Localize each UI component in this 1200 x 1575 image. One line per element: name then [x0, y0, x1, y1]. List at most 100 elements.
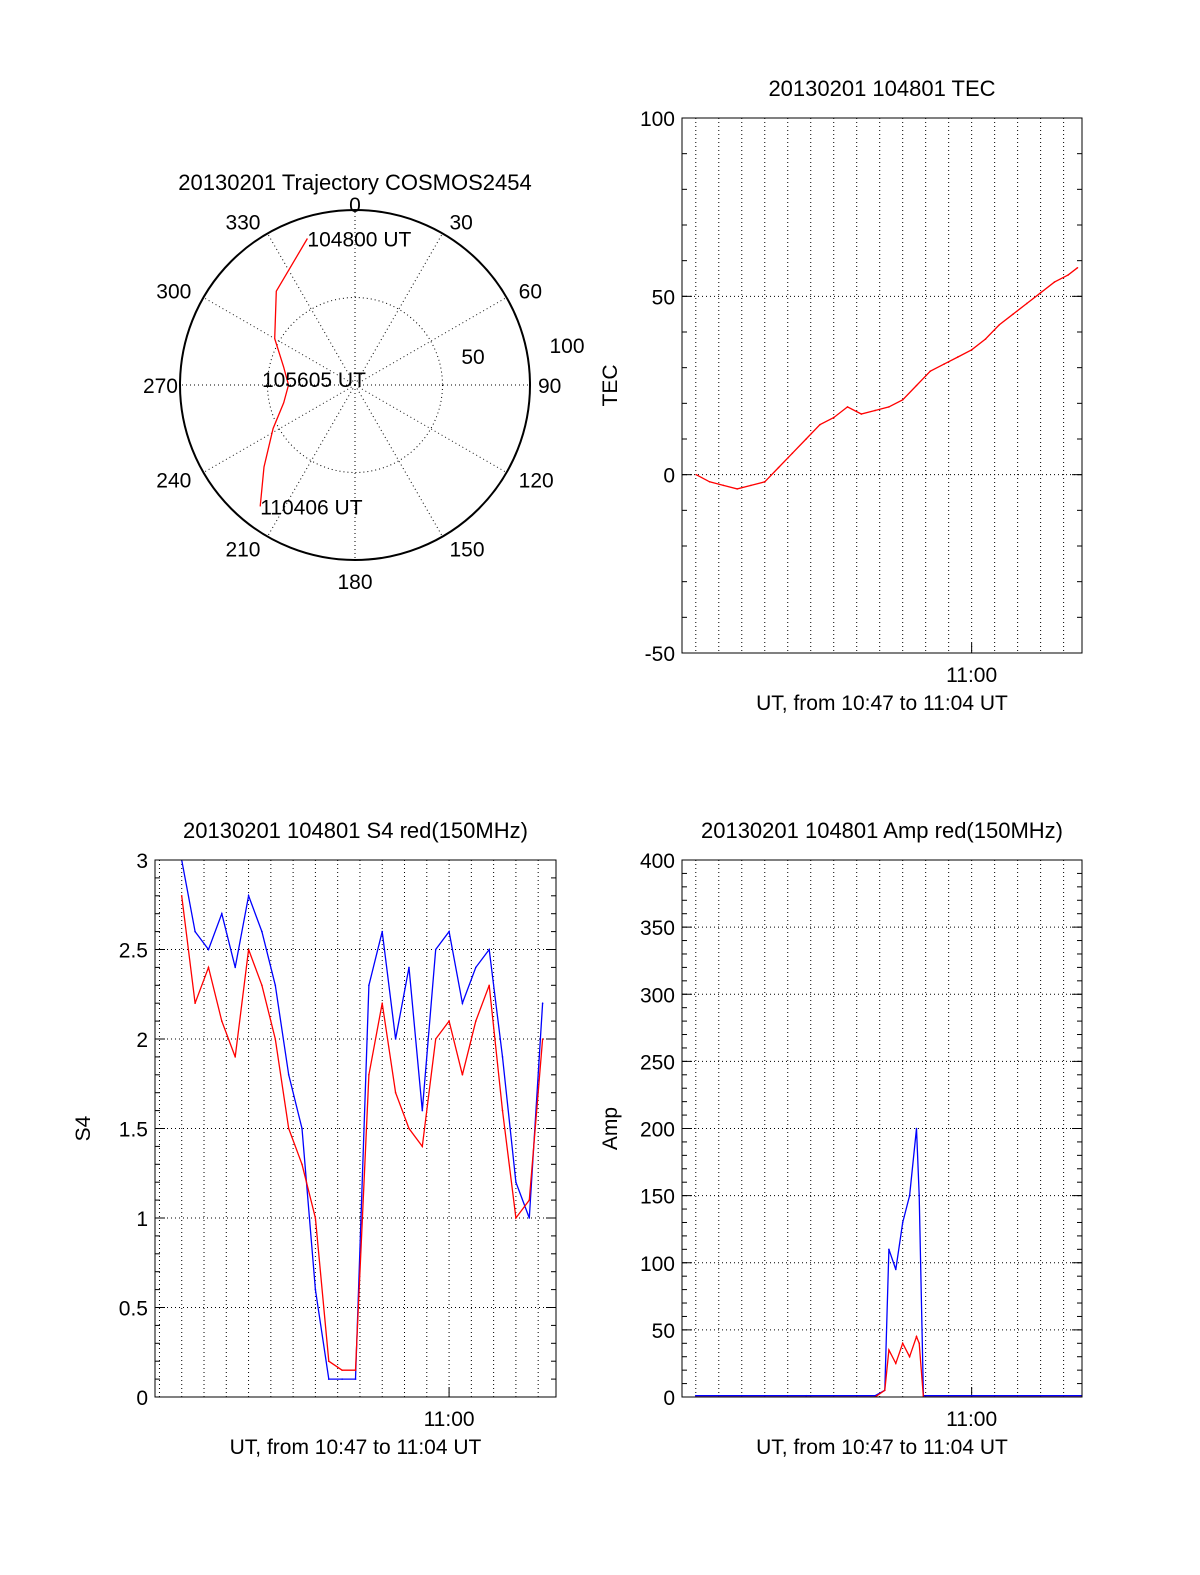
y-tick-label: 0	[663, 465, 675, 488]
azimuth-label: 300	[156, 281, 191, 304]
series-group	[695, 267, 1079, 490]
y-tick-label: 100	[640, 1253, 675, 1276]
data-point	[888, 1248, 890, 1251]
series-line	[181, 860, 544, 1380]
y-tick-label: 300	[640, 984, 675, 1007]
data-point	[394, 1091, 397, 1094]
plot-frame	[154, 859, 557, 1398]
data-point	[301, 1127, 303, 1130]
data-point	[528, 1199, 531, 1201]
data-point	[763, 481, 766, 483]
data-point	[819, 423, 821, 426]
data-point	[381, 1002, 384, 1004]
data-point	[918, 1194, 921, 1197]
data-point	[341, 1378, 343, 1380]
data-point	[541, 1038, 544, 1040]
data-point	[915, 384, 918, 387]
series-group	[180, 860, 544, 1380]
data-point	[501, 1056, 504, 1058]
y-axis-label: Amp	[599, 1107, 622, 1150]
azimuth-label: 240	[156, 470, 191, 493]
data-point	[883, 1389, 886, 1392]
data-point	[541, 1002, 544, 1004]
chart-s4: 20130201 104801 S4 red(150MHz) 0 0.5 1 1.5 2 2…	[72, 818, 557, 1459]
y-tick-label: 2	[136, 1029, 148, 1052]
data-point	[207, 948, 210, 951]
x-tick-label: 11:00	[946, 1408, 997, 1431]
azimuth-label: 0	[349, 194, 361, 217]
y-tick-label: 250	[640, 1051, 675, 1074]
data-point	[805, 1394, 807, 1397]
x-tick-label: 11:00	[424, 1408, 475, 1431]
data-point	[274, 1038, 277, 1040]
data-point	[908, 1355, 911, 1358]
data-point	[234, 1056, 236, 1058]
chart-tec: 20130201 104801 TEC -50 0 50 100 11:00 UT, fro…	[599, 76, 1083, 715]
x-axis-label: UT, from 10:47 to 11:04 UT	[230, 1436, 482, 1459]
chart-title: 20130201 104801 TEC	[768, 76, 995, 101]
azimuth-label: 150	[450, 539, 485, 562]
data-point	[528, 1217, 531, 1219]
data-point	[943, 363, 945, 365]
data-point	[874, 409, 876, 412]
data-point	[488, 948, 490, 951]
data-point	[341, 1369, 343, 1371]
azimuth-label: 120	[519, 470, 554, 493]
data-point	[408, 1127, 410, 1130]
trajectory-annotation: 110406 UT	[260, 496, 363, 519]
trajectory-line	[259, 238, 308, 507]
spoke	[267, 233, 356, 386]
data-point	[461, 1002, 464, 1004]
data-point	[998, 324, 1001, 326]
data-point	[434, 948, 437, 951]
data-point	[180, 895, 183, 897]
data-point	[448, 1020, 450, 1022]
inner-circle	[267, 297, 443, 473]
y-tick-label: 400	[640, 850, 675, 873]
data-point	[434, 1038, 437, 1040]
data-point	[970, 1394, 973, 1397]
azimuth-label: 330	[225, 211, 260, 234]
azimuth-label: 60	[519, 281, 542, 304]
data-point	[846, 406, 849, 408]
data-point	[221, 912, 223, 915]
data-point	[888, 406, 890, 408]
data-point	[475, 1020, 477, 1022]
outer-circle	[179, 209, 531, 561]
data-point	[261, 930, 263, 933]
azimuth-label: 30	[450, 211, 473, 234]
chart-amp: 20130201 104801 Amp red(150MHz) 0 50 100 150…	[599, 818, 1083, 1459]
radial-label: 100	[549, 335, 584, 358]
radial-label: 50	[461, 346, 484, 369]
data-point	[750, 484, 752, 487]
data-point	[207, 966, 210, 969]
data-point	[274, 984, 277, 987]
data-point	[247, 895, 250, 897]
data-point	[368, 1074, 370, 1076]
spoke	[354, 297, 507, 386]
data-point	[221, 1020, 223, 1022]
data-point	[805, 438, 807, 440]
x-tick-label: 11:00	[946, 664, 997, 687]
data-point	[777, 466, 780, 469]
data-point	[860, 413, 863, 415]
y-tick-label: 1	[136, 1208, 148, 1231]
azimuth-label: 180	[337, 571, 372, 594]
data-point	[1012, 313, 1014, 315]
series-line	[695, 267, 1078, 490]
data-point	[901, 1221, 904, 1224]
y-tick-label: 50	[652, 286, 675, 309]
spoke	[354, 233, 443, 386]
data-point	[915, 1335, 918, 1338]
data-point	[234, 966, 236, 969]
data-point	[394, 1038, 397, 1040]
data-point	[408, 966, 410, 969]
spoke	[354, 384, 443, 537]
y-tick-label: 150	[640, 1186, 675, 1209]
data-point	[287, 1074, 290, 1076]
data-point	[421, 1145, 424, 1148]
azimuth-label: 210	[225, 539, 260, 562]
data-point	[1076, 267, 1079, 269]
